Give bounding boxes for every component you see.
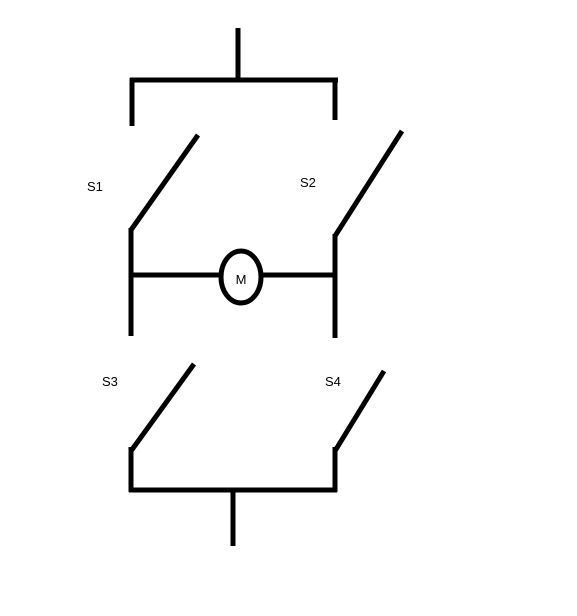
switch-s4-label: S4 — [325, 374, 341, 389]
switch-s3-label: S3 — [102, 374, 118, 389]
switch-s3-blade — [128, 362, 197, 453]
switch-s2-blade — [332, 129, 405, 238]
switch-s1-label: S1 — [87, 179, 103, 194]
switch-s1-blade — [128, 133, 201, 232]
motor-label: M — [236, 272, 247, 287]
motor-symbol — [218, 248, 264, 306]
switch-s4-blade — [332, 369, 387, 453]
switch-s2-label: S2 — [300, 175, 316, 190]
